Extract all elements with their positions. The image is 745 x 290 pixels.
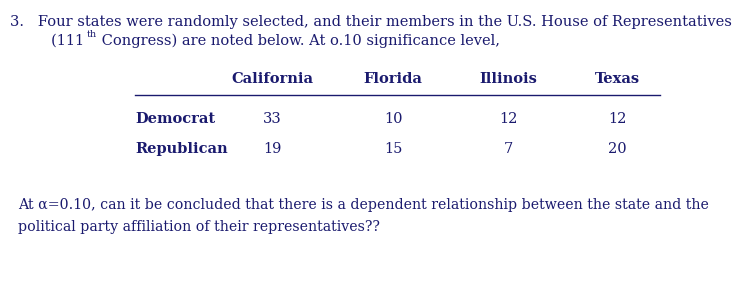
- Text: Republican: Republican: [135, 142, 228, 156]
- Text: 12: 12: [499, 112, 517, 126]
- Text: 12: 12: [608, 112, 627, 126]
- Text: 20: 20: [608, 142, 627, 156]
- Text: 3.   Four states were randomly selected, and their members in the U.S. House of : 3. Four states were randomly selected, a…: [10, 15, 732, 29]
- Text: California: California: [231, 72, 313, 86]
- Text: Illinois: Illinois: [479, 72, 537, 86]
- Text: 15: 15: [384, 142, 402, 156]
- Text: Democrat: Democrat: [135, 112, 215, 126]
- Text: 19: 19: [263, 142, 281, 156]
- Text: Florida: Florida: [364, 72, 422, 86]
- Text: (111: (111: [28, 34, 84, 48]
- Text: 7: 7: [504, 142, 513, 156]
- Text: Congress) are noted below. At o.10 significance level,: Congress) are noted below. At o.10 signi…: [97, 34, 500, 48]
- Text: At α=0.10, can it be concluded that there is a dependent relationship between th: At α=0.10, can it be concluded that ther…: [18, 198, 709, 212]
- Text: 33: 33: [263, 112, 282, 126]
- Text: 10: 10: [384, 112, 402, 126]
- Text: political party affiliation of their representatives??: political party affiliation of their rep…: [18, 220, 380, 234]
- Text: th: th: [87, 30, 97, 39]
- Text: Texas: Texas: [595, 72, 639, 86]
